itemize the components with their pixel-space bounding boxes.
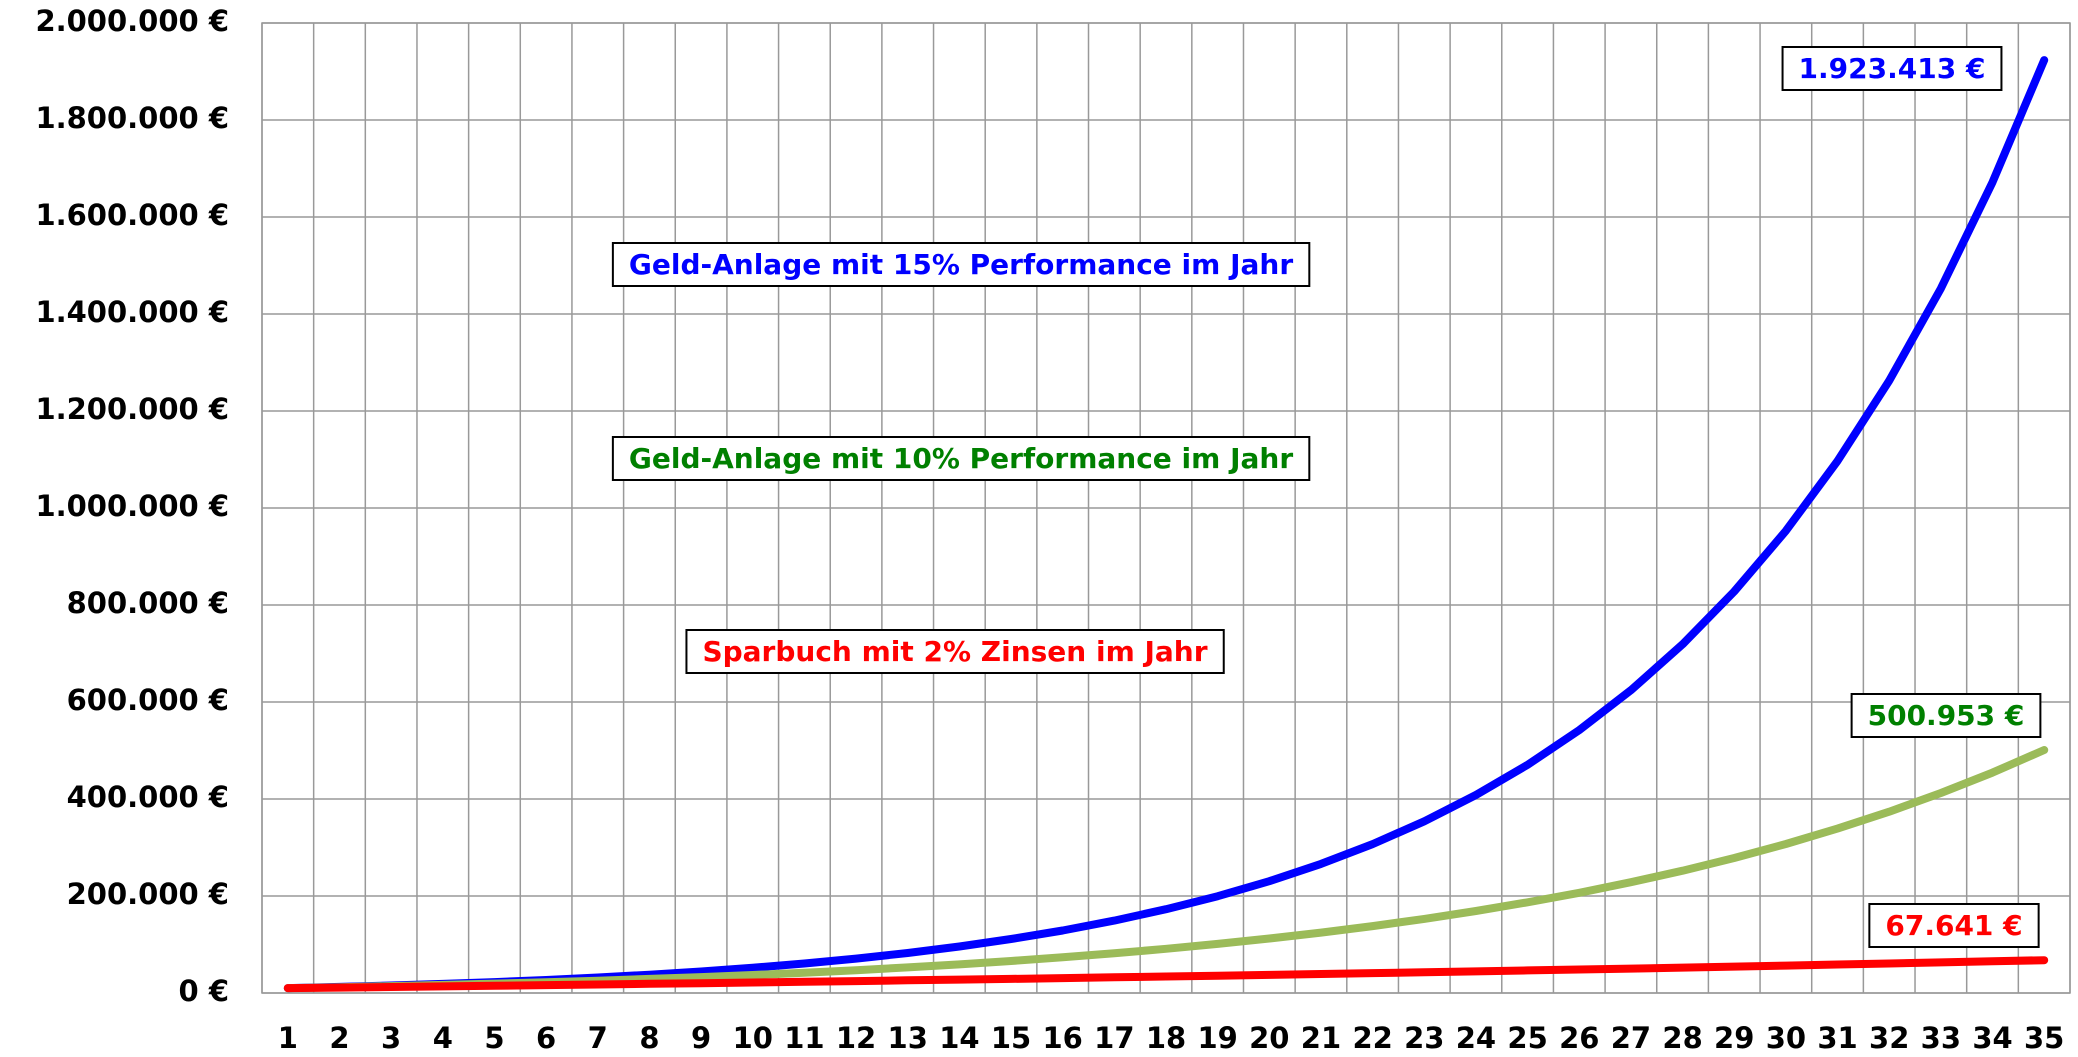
x-tick-label: 26 bbox=[1559, 1021, 1599, 1055]
x-tick-label: 2 bbox=[329, 1021, 349, 1055]
series-name: Sparbuch mit 2% Zinsen im Jahr bbox=[702, 635, 1207, 668]
series-name-box bbox=[611, 436, 1311, 481]
x-tick-label: 14 bbox=[939, 1021, 979, 1055]
x-tick-label: 20 bbox=[1249, 1021, 1289, 1055]
y-tick-label: 200.000 € bbox=[67, 877, 229, 911]
x-tick-label: 35 bbox=[2024, 1021, 2064, 1055]
y-tick-label: 800.000 € bbox=[67, 586, 229, 620]
x-tick-label: 7 bbox=[588, 1021, 608, 1055]
x-tick-label: 9 bbox=[691, 1021, 711, 1055]
x-tick-label: 10 bbox=[733, 1021, 773, 1055]
x-tick-label: 22 bbox=[1352, 1021, 1392, 1055]
x-tick-label: 8 bbox=[639, 1021, 659, 1055]
x-tick-label: 4 bbox=[433, 1021, 453, 1055]
end-value-label: 1.923.413 € bbox=[1799, 52, 1986, 85]
x-tick-label: 23 bbox=[1404, 1021, 1444, 1055]
x-tick-label: 17 bbox=[1094, 1021, 1134, 1055]
y-tick-label: 600.000 € bbox=[67, 683, 229, 717]
y-tick-label: 1.200.000 € bbox=[35, 392, 229, 426]
y-tick-label: 1.800.000 € bbox=[35, 101, 229, 135]
series-name: Geld-Anlage mit 15% Performance im Jahr bbox=[629, 248, 1293, 281]
x-tick-label: 16 bbox=[1043, 1021, 1083, 1055]
labels: 0 € 200.000 € 400.000 € 600.000 € 800.000 € 1… bbox=[35, 4, 2064, 1055]
x-tick-label: 19 bbox=[1197, 1021, 1237, 1055]
x-tick-label: 15 bbox=[991, 1021, 1031, 1055]
end-value-label: 67.641 € bbox=[1885, 909, 2022, 942]
x-tick-label: 3 bbox=[381, 1021, 401, 1055]
x-tick-label: 28 bbox=[1662, 1021, 1702, 1055]
y-tick-label: 1.400.000 € bbox=[35, 295, 229, 329]
x-tick-label: 5 bbox=[484, 1021, 504, 1055]
x-tick-label: 13 bbox=[888, 1021, 928, 1055]
y-tick-label: 400.000 € bbox=[67, 780, 229, 814]
x-tick-label: 30 bbox=[1766, 1021, 1806, 1055]
end-value-box bbox=[1868, 903, 2040, 948]
plot-border bbox=[261, 22, 2071, 994]
x-tick-label: 31 bbox=[1817, 1021, 1857, 1055]
x-tick-label: 34 bbox=[1972, 1021, 2012, 1055]
end-value-label: 500.953 € bbox=[1868, 699, 2025, 732]
x-tick-label: 25 bbox=[1507, 1021, 1547, 1055]
x-tick-label: 12 bbox=[836, 1021, 876, 1055]
x-tick-label: 11 bbox=[784, 1021, 824, 1055]
series-line bbox=[283, 956, 2049, 993]
y-tick-label: 2.000.000 € bbox=[35, 4, 229, 38]
x-tick-label: 18 bbox=[1146, 1021, 1186, 1055]
y-tick-label: 0 € bbox=[179, 974, 229, 1008]
x-tick-label: 1 bbox=[278, 1021, 298, 1055]
x-tick-label: 32 bbox=[1869, 1021, 1909, 1055]
series-name-box bbox=[611, 242, 1311, 287]
series-name-box bbox=[685, 629, 1225, 674]
x-tick-label: 24 bbox=[1456, 1021, 1496, 1055]
x-tick-label: 6 bbox=[536, 1021, 556, 1055]
x-tick-label: 21 bbox=[1301, 1021, 1341, 1055]
lines bbox=[283, 56, 2049, 993]
y-tick-label: 1.600.000 € bbox=[35, 198, 229, 232]
x-tick-label: 29 bbox=[1714, 1021, 1754, 1055]
x-tick-label: 33 bbox=[1921, 1021, 1961, 1055]
x-tick-label: 27 bbox=[1611, 1021, 1651, 1055]
series-name: Geld-Anlage mit 10% Performance im Jahr bbox=[629, 442, 1293, 475]
end-value-box bbox=[1781, 46, 2003, 91]
end-value-box bbox=[1850, 693, 2042, 738]
y-tick-label: 1.000.000 € bbox=[35, 489, 229, 523]
